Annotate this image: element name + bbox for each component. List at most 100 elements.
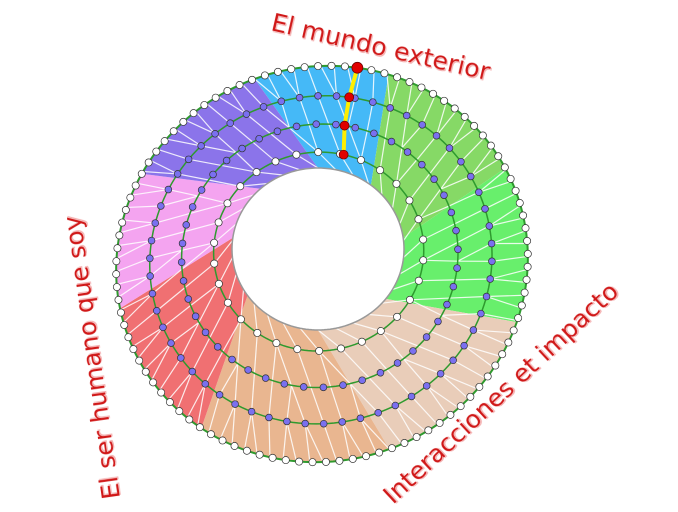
node-white bbox=[517, 301, 526, 310]
node-blue bbox=[177, 354, 185, 362]
mesh-line bbox=[214, 133, 237, 154]
node-white bbox=[340, 62, 349, 71]
mesh-line bbox=[408, 173, 431, 201]
mesh-line bbox=[360, 130, 368, 161]
node-blue bbox=[151, 219, 159, 227]
node-blue bbox=[255, 134, 263, 143]
mesh-line bbox=[176, 371, 193, 410]
node-blue bbox=[146, 272, 154, 280]
node-white bbox=[129, 345, 138, 354]
mesh-line bbox=[441, 313, 481, 316]
mesh-line bbox=[394, 405, 415, 439]
mesh-line bbox=[156, 287, 186, 312]
node-blue bbox=[369, 98, 377, 106]
node-white bbox=[450, 104, 459, 113]
node-white bbox=[362, 452, 370, 461]
mesh-line bbox=[162, 305, 192, 328]
node-blue bbox=[477, 309, 485, 318]
mesh-line bbox=[246, 113, 271, 135]
node-white bbox=[414, 215, 423, 224]
node-blue bbox=[466, 172, 475, 181]
node-white bbox=[417, 83, 426, 92]
mesh-line bbox=[149, 249, 183, 259]
mesh-line bbox=[403, 218, 419, 241]
mesh-line bbox=[429, 147, 450, 175]
mesh-line bbox=[181, 242, 215, 251]
node-white bbox=[380, 69, 389, 78]
node-blue bbox=[434, 317, 442, 326]
node-white bbox=[405, 196, 414, 205]
mesh-line bbox=[275, 160, 301, 171]
mesh-line bbox=[359, 417, 390, 450]
node-white bbox=[116, 308, 125, 317]
node-blue bbox=[213, 343, 222, 351]
mesh-line bbox=[426, 385, 449, 417]
node-blue bbox=[209, 170, 217, 179]
node-blue bbox=[449, 282, 458, 291]
node-blue bbox=[422, 333, 431, 341]
node-blue bbox=[265, 413, 273, 422]
node-white bbox=[405, 295, 414, 304]
node-white bbox=[500, 163, 509, 172]
node-blue bbox=[157, 202, 165, 210]
mesh-line bbox=[168, 188, 199, 197]
mesh-line bbox=[440, 161, 462, 190]
node-blue bbox=[197, 142, 205, 150]
mesh-line bbox=[368, 313, 398, 318]
node-blue bbox=[247, 407, 256, 416]
mesh-line bbox=[117, 275, 151, 298]
mesh-line bbox=[229, 122, 254, 143]
mesh-line bbox=[417, 345, 454, 361]
mesh-line bbox=[473, 329, 508, 346]
mesh-line bbox=[380, 330, 419, 347]
mesh-line bbox=[184, 263, 215, 289]
node-white bbox=[523, 249, 532, 258]
path-node bbox=[351, 61, 364, 74]
node-white bbox=[114, 295, 123, 304]
mesh-line bbox=[352, 322, 381, 332]
mesh-line bbox=[221, 164, 257, 173]
node-white bbox=[393, 73, 402, 82]
node-white bbox=[210, 238, 219, 247]
mesh-line bbox=[403, 358, 441, 375]
node-white bbox=[300, 63, 309, 72]
mesh-line bbox=[218, 257, 234, 285]
mesh-line bbox=[440, 373, 469, 400]
mesh-line bbox=[403, 239, 424, 258]
mesh-line bbox=[361, 341, 388, 370]
mesh-line bbox=[122, 219, 156, 224]
node-blue bbox=[188, 367, 197, 376]
node-blue bbox=[242, 110, 251, 118]
mesh-line bbox=[318, 350, 351, 385]
node-white bbox=[376, 166, 385, 175]
mesh-line bbox=[157, 148, 189, 160]
mesh-line bbox=[197, 383, 206, 426]
mesh-line bbox=[457, 243, 492, 262]
node-white bbox=[218, 436, 227, 445]
mesh-line bbox=[195, 111, 216, 135]
node-white bbox=[348, 454, 357, 463]
mesh-line bbox=[227, 273, 237, 303]
mesh-line bbox=[229, 89, 247, 115]
node-white bbox=[281, 456, 290, 465]
node-white bbox=[223, 87, 232, 95]
node-blue bbox=[457, 157, 465, 166]
node-white bbox=[242, 446, 251, 455]
mesh-line bbox=[115, 257, 151, 273]
node-white bbox=[446, 410, 455, 419]
node-white bbox=[112, 257, 121, 266]
mesh-line bbox=[359, 418, 378, 454]
mesh-line bbox=[430, 330, 465, 347]
node-white bbox=[124, 333, 133, 342]
mesh-line bbox=[149, 249, 183, 277]
mesh-line bbox=[440, 373, 478, 390]
node-white bbox=[200, 101, 209, 109]
node-blue bbox=[387, 137, 396, 146]
mesh-line bbox=[222, 319, 242, 352]
mesh-line bbox=[318, 350, 332, 388]
mesh-line bbox=[457, 225, 490, 243]
highlight-path bbox=[341, 65, 360, 157]
node-white bbox=[335, 456, 344, 465]
